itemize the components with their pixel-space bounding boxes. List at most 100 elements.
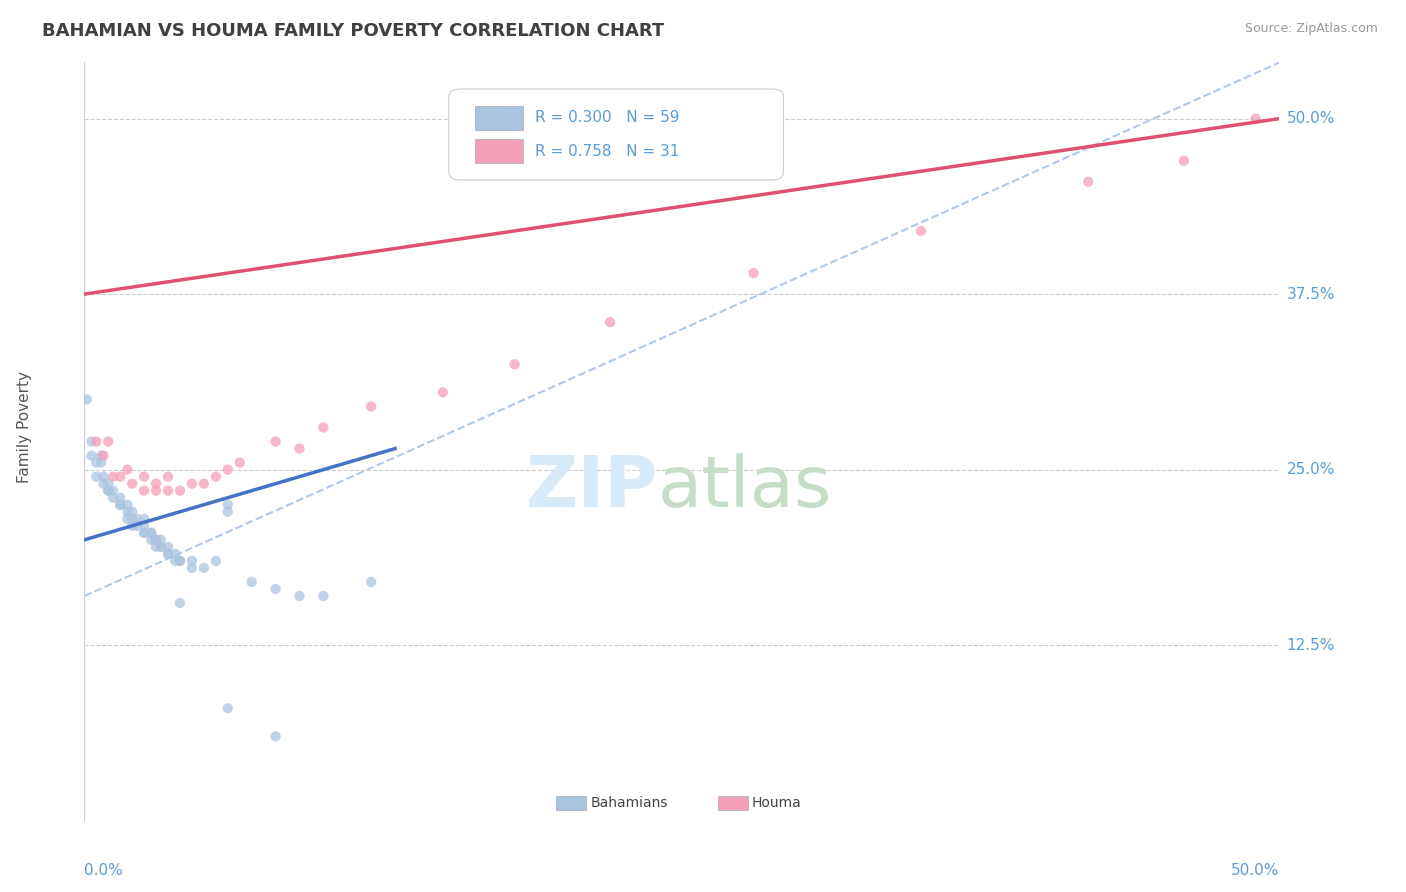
Point	[125, 512, 148, 526]
Point	[101, 483, 124, 498]
Text: Bahamians: Bahamians	[591, 797, 669, 810]
Point	[90, 449, 112, 463]
Point	[1173, 153, 1195, 168]
Point	[312, 589, 335, 603]
Point	[157, 547, 180, 561]
Point	[97, 476, 120, 491]
Point	[240, 574, 263, 589]
Point	[149, 540, 172, 554]
Point	[141, 533, 163, 547]
Point	[110, 498, 132, 512]
Point	[121, 512, 143, 526]
Point	[165, 547, 187, 561]
Point	[125, 518, 148, 533]
Point	[110, 491, 132, 505]
Point	[165, 554, 187, 568]
Point	[217, 462, 239, 476]
Point	[93, 469, 115, 483]
Point	[157, 469, 180, 483]
Text: 0.0%: 0.0%	[84, 863, 124, 878]
Point	[229, 456, 252, 470]
Point	[97, 483, 120, 498]
Text: Family Poverty: Family Poverty	[17, 371, 32, 483]
Point	[117, 512, 139, 526]
Point	[132, 518, 156, 533]
Text: Source: ZipAtlas.com: Source: ZipAtlas.com	[1244, 22, 1378, 36]
Point	[110, 498, 132, 512]
Point	[288, 442, 311, 456]
FancyBboxPatch shape	[449, 89, 783, 180]
Point	[157, 547, 180, 561]
Point	[117, 498, 139, 512]
Point	[141, 525, 163, 540]
Point	[288, 589, 311, 603]
Text: ZIP: ZIP	[526, 452, 658, 522]
Point	[181, 476, 204, 491]
Point	[169, 596, 191, 610]
Point	[132, 525, 156, 540]
Point	[121, 518, 143, 533]
Point	[121, 476, 143, 491]
Point	[169, 554, 191, 568]
Point	[76, 392, 98, 407]
Point	[101, 491, 124, 505]
Point	[80, 449, 103, 463]
Bar	[557, 797, 586, 810]
Point	[132, 469, 156, 483]
Point	[264, 730, 287, 744]
Point	[97, 483, 120, 498]
Point	[110, 469, 132, 483]
Point	[169, 483, 191, 498]
Point	[145, 533, 167, 547]
Point	[145, 540, 167, 554]
Point	[193, 561, 215, 575]
Bar	[475, 139, 523, 163]
Point	[93, 476, 115, 491]
Point	[217, 505, 239, 519]
Point	[93, 449, 115, 463]
Point	[132, 483, 156, 498]
Point	[86, 469, 108, 483]
Point	[181, 561, 204, 575]
Point	[117, 462, 139, 476]
Point	[132, 512, 156, 526]
Point	[217, 701, 239, 715]
Text: 50.0%: 50.0%	[1232, 863, 1279, 878]
Point	[432, 385, 454, 400]
Text: 37.5%: 37.5%	[1286, 286, 1336, 301]
Point	[157, 483, 180, 498]
Text: BAHAMIAN VS HOUMA FAMILY POVERTY CORRELATION CHART: BAHAMIAN VS HOUMA FAMILY POVERTY CORRELA…	[42, 22, 665, 40]
Point	[1244, 112, 1267, 126]
Point	[312, 420, 335, 434]
Point	[90, 456, 112, 470]
Point	[145, 476, 167, 491]
Text: atlas: atlas	[658, 452, 832, 522]
Point	[132, 525, 156, 540]
Point	[217, 498, 239, 512]
Point	[141, 525, 163, 540]
Point	[599, 315, 621, 329]
Point	[205, 554, 228, 568]
Point	[910, 224, 932, 238]
Text: Houma: Houma	[751, 797, 801, 810]
Text: R = 0.300   N = 59: R = 0.300 N = 59	[534, 111, 679, 125]
Point	[264, 434, 287, 449]
Point	[360, 574, 382, 589]
Point	[86, 434, 108, 449]
Point	[101, 469, 124, 483]
Point	[264, 582, 287, 596]
Point	[97, 434, 120, 449]
Point	[742, 266, 765, 280]
Text: 50.0%: 50.0%	[1286, 112, 1336, 126]
Point	[1077, 175, 1099, 189]
Point	[145, 533, 167, 547]
Text: 12.5%: 12.5%	[1286, 638, 1336, 653]
Text: R = 0.758   N = 31: R = 0.758 N = 31	[534, 144, 679, 159]
Point	[193, 476, 215, 491]
Point	[149, 533, 172, 547]
Bar	[718, 797, 748, 810]
Point	[145, 483, 167, 498]
Point	[157, 540, 180, 554]
Point	[169, 554, 191, 568]
Point	[121, 505, 143, 519]
